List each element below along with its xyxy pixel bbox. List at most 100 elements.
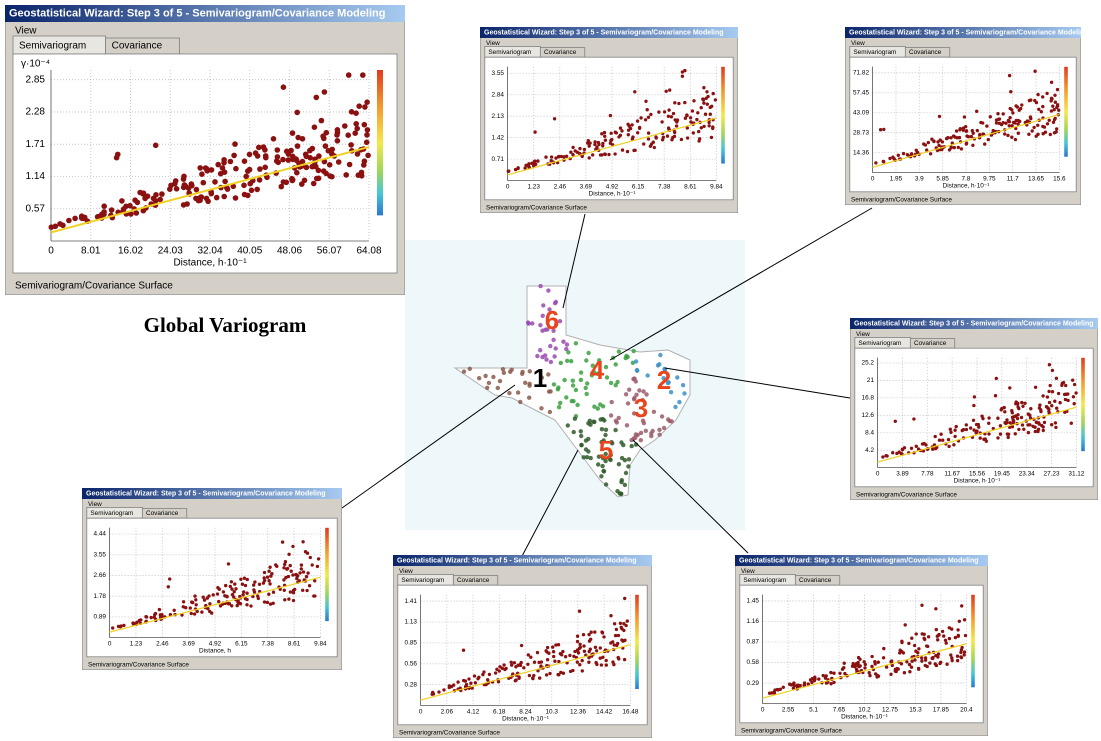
map-dot xyxy=(507,391,511,395)
x-tick-label: 15.3 xyxy=(909,706,922,713)
scatter-dot xyxy=(109,207,115,213)
x-axis-label: Distance, h·10⁻¹ xyxy=(954,477,1001,484)
map-dot xyxy=(538,348,542,352)
map-dot xyxy=(579,370,583,374)
scatter-dot xyxy=(913,644,916,647)
scatter-dot xyxy=(1021,405,1024,408)
scatter-dot xyxy=(222,590,225,593)
scatter-dot xyxy=(600,132,603,135)
wizard-window: Geostatistical Wizard: Step 3 of 5 - Sem… xyxy=(735,555,988,736)
y-tick-label: 0.28 xyxy=(405,681,418,688)
map-dot xyxy=(548,410,552,414)
scatter-dot xyxy=(266,576,269,579)
scatter-dot xyxy=(203,598,206,601)
scatter-dot xyxy=(938,662,941,665)
scatter-dot xyxy=(868,674,871,677)
scatter-dot xyxy=(228,159,234,165)
scatter-dot xyxy=(936,635,939,638)
tab-label: Semivariogram xyxy=(743,577,786,584)
scatter-dot xyxy=(882,647,885,650)
map-dot xyxy=(565,342,569,346)
scatter-dot xyxy=(312,124,318,130)
scatter-dot xyxy=(924,664,927,667)
scatter-dot xyxy=(193,612,196,615)
color-ramp xyxy=(635,595,639,689)
scatter-dot xyxy=(630,123,633,126)
scatter-dot xyxy=(230,580,233,583)
color-ramp xyxy=(971,595,975,687)
scatter-dot xyxy=(1020,416,1023,419)
scatter-dot xyxy=(621,639,624,642)
scatter-dot xyxy=(1011,111,1014,114)
scatter-dot xyxy=(667,115,670,118)
scatter-dot xyxy=(1064,393,1067,396)
scatter-dot xyxy=(691,109,694,112)
scatter-dot xyxy=(216,592,219,595)
scatter-dot xyxy=(111,626,114,629)
scatter-dot xyxy=(571,669,574,672)
scatter-dot xyxy=(243,174,249,180)
scatter-dot xyxy=(72,216,78,222)
scatter-dot xyxy=(245,598,248,601)
scatter-dot xyxy=(201,180,207,186)
scatter-dot xyxy=(544,649,547,652)
scatter-dot xyxy=(1053,108,1056,111)
map-dot xyxy=(571,379,575,383)
map-dot xyxy=(621,443,625,447)
x-tick-label: 0 xyxy=(871,175,875,182)
scatter-dot xyxy=(616,642,619,645)
tab-label: Covariance xyxy=(914,340,947,347)
scatter-dot xyxy=(610,132,613,135)
scatter-dot xyxy=(135,621,138,624)
scatter-dot xyxy=(928,661,931,664)
scatter-dot xyxy=(1003,410,1006,413)
scatter-dot xyxy=(879,128,882,131)
scatter-dot xyxy=(291,545,294,548)
region-label: 3 xyxy=(634,393,648,423)
scatter-dot xyxy=(932,140,935,143)
scatter-dot xyxy=(173,609,176,612)
scatter-dot xyxy=(949,431,952,434)
scatter-dot xyxy=(257,177,263,183)
x-tick-label: 2.46 xyxy=(554,183,567,190)
scatter-dot xyxy=(622,622,625,625)
scatter-dot xyxy=(527,165,530,168)
map-dot xyxy=(548,344,552,348)
scatter-dot xyxy=(697,130,700,133)
scatter-dot xyxy=(1038,422,1041,425)
map-dot xyxy=(570,399,574,403)
map-dot xyxy=(635,369,639,373)
scatter-dot xyxy=(224,584,227,587)
scatter-dot xyxy=(948,148,951,151)
map-dot xyxy=(582,455,586,459)
x-tick-label: 2.55 xyxy=(782,706,795,713)
map-dot xyxy=(670,419,674,423)
scatter-dot xyxy=(1041,105,1044,108)
scatter-dot xyxy=(275,160,281,166)
scatter-dot xyxy=(600,663,603,666)
scatter-dot xyxy=(587,139,590,142)
scatter-dot xyxy=(689,120,692,123)
scatter-dot xyxy=(996,436,999,439)
scatter-dot xyxy=(309,556,312,559)
scatter-dot xyxy=(247,152,253,158)
x-tick-label: 31.12 xyxy=(1068,470,1084,477)
x-tick-label: 7.38 xyxy=(261,640,274,647)
scatter-dot xyxy=(989,115,992,118)
scatter-dot xyxy=(1006,134,1009,137)
scatter-dot xyxy=(221,194,227,200)
map-dot xyxy=(614,362,618,366)
footer-label: Semivariogram/Covariance Surface xyxy=(856,491,957,498)
scatter-dot xyxy=(916,651,919,654)
scatter-dot xyxy=(280,157,286,163)
map-dot xyxy=(556,385,560,389)
map-dot xyxy=(566,350,570,354)
map-dot xyxy=(620,456,624,460)
map-dot xyxy=(487,381,491,385)
scatter-dot xyxy=(477,676,480,679)
y-tick-label: 0.57 xyxy=(26,203,46,214)
scatter-dot xyxy=(1009,107,1012,110)
scatter-dot xyxy=(1064,384,1067,387)
scatter-dot xyxy=(877,661,880,664)
scatter-dot xyxy=(696,111,699,114)
